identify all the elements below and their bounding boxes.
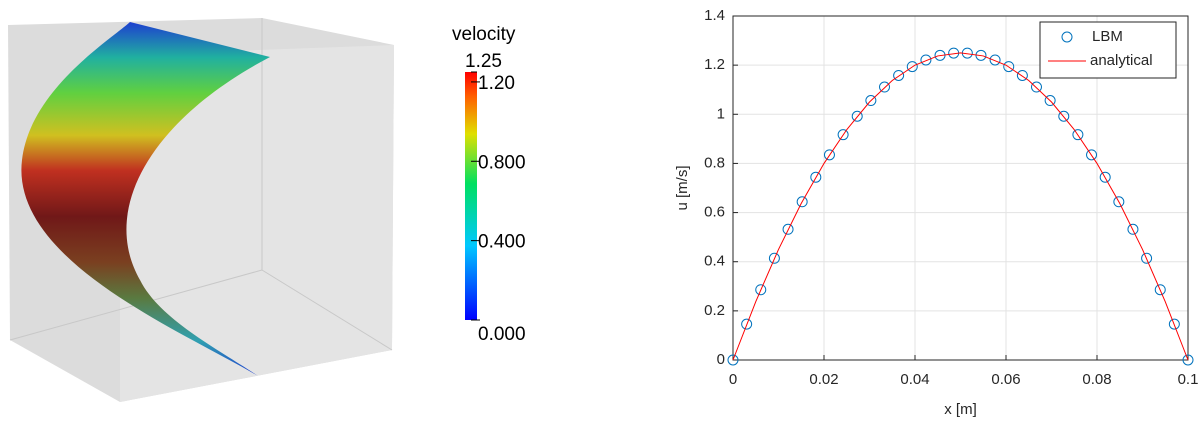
marker — [782, 223, 794, 235]
marker — [1003, 61, 1015, 73]
y-axis-label: u [m/s] — [674, 165, 691, 210]
y-tick-label: 1.2 — [704, 56, 725, 73]
marker — [1141, 252, 1153, 264]
x-tick-label: 0 — [729, 371, 737, 388]
y-tick-label: 0 — [717, 351, 725, 368]
colorbar-title: velocity — [452, 24, 516, 45]
marker — [1044, 95, 1056, 107]
x-tick-label: 0.02 — [809, 371, 838, 388]
legend-swatch — [1061, 31, 1073, 43]
x-axis-label: x [m] — [944, 401, 977, 418]
y-tick-label: 1 — [717, 105, 725, 122]
marker — [879, 81, 891, 93]
colorbar-tick-label: 1.20 — [478, 73, 515, 94]
colorbar-tick-label: 0.800 — [478, 152, 526, 173]
y-tick-label: 0.4 — [704, 253, 725, 270]
marker — [1058, 110, 1070, 122]
marker — [1113, 196, 1125, 208]
marker — [1072, 129, 1084, 141]
marker — [1099, 171, 1111, 183]
y-tick-label: 0.2 — [704, 302, 725, 319]
marker — [810, 171, 822, 183]
colorbar-tick-label: 0.000 — [478, 324, 526, 345]
marker — [823, 149, 835, 161]
x-tick-label: 0.1 — [1178, 371, 1199, 388]
y-tick-label: 0.6 — [704, 204, 725, 221]
colorbar-scale — [465, 72, 477, 320]
marker — [1086, 149, 1098, 161]
marker — [741, 318, 753, 330]
marker — [768, 252, 780, 264]
colorbar: velocity 1.251.20 0.800 0.400 0.000 — [452, 24, 526, 345]
marker — [920, 54, 932, 66]
marker — [837, 129, 849, 141]
x-tick-label: 0.08 — [1082, 371, 1111, 388]
legend-box — [1039, 21, 1177, 79]
axes-frame — [732, 15, 1189, 361]
render-3d — [8, 18, 394, 402]
y-tick-label: 0.8 — [704, 154, 725, 171]
plot: 0 0.02 0.04 0.06 0.08 0.1 0 0.2 0.4 0.6 0.8 1 1.2 1.4… — [674, 7, 1198, 418]
marker — [989, 54, 1001, 66]
line — [732, 52, 1189, 361]
x-tick-label: 0.06 — [991, 371, 1020, 388]
marker — [1182, 354, 1194, 366]
x-tick-label: 0.04 — [900, 371, 929, 388]
marker — [1154, 284, 1166, 296]
marker — [796, 196, 808, 208]
marker — [1127, 223, 1139, 235]
marker — [851, 110, 863, 122]
marker — [1016, 69, 1028, 81]
marker — [906, 61, 918, 73]
marker — [1168, 318, 1180, 330]
legend-label: LBM — [1092, 28, 1123, 45]
colorbar-tick-label: 0.400 — [478, 232, 526, 253]
legend-label: analytical — [1090, 52, 1153, 69]
box-face — [120, 45, 394, 402]
colorbar-max: 1.25 — [465, 51, 502, 72]
surface — [21, 22, 270, 376]
y-tick-label: 1.4 — [704, 7, 725, 24]
marker — [1030, 81, 1042, 93]
marker — [865, 95, 877, 107]
marker — [727, 354, 739, 366]
marker — [755, 284, 767, 296]
marker — [893, 69, 905, 81]
